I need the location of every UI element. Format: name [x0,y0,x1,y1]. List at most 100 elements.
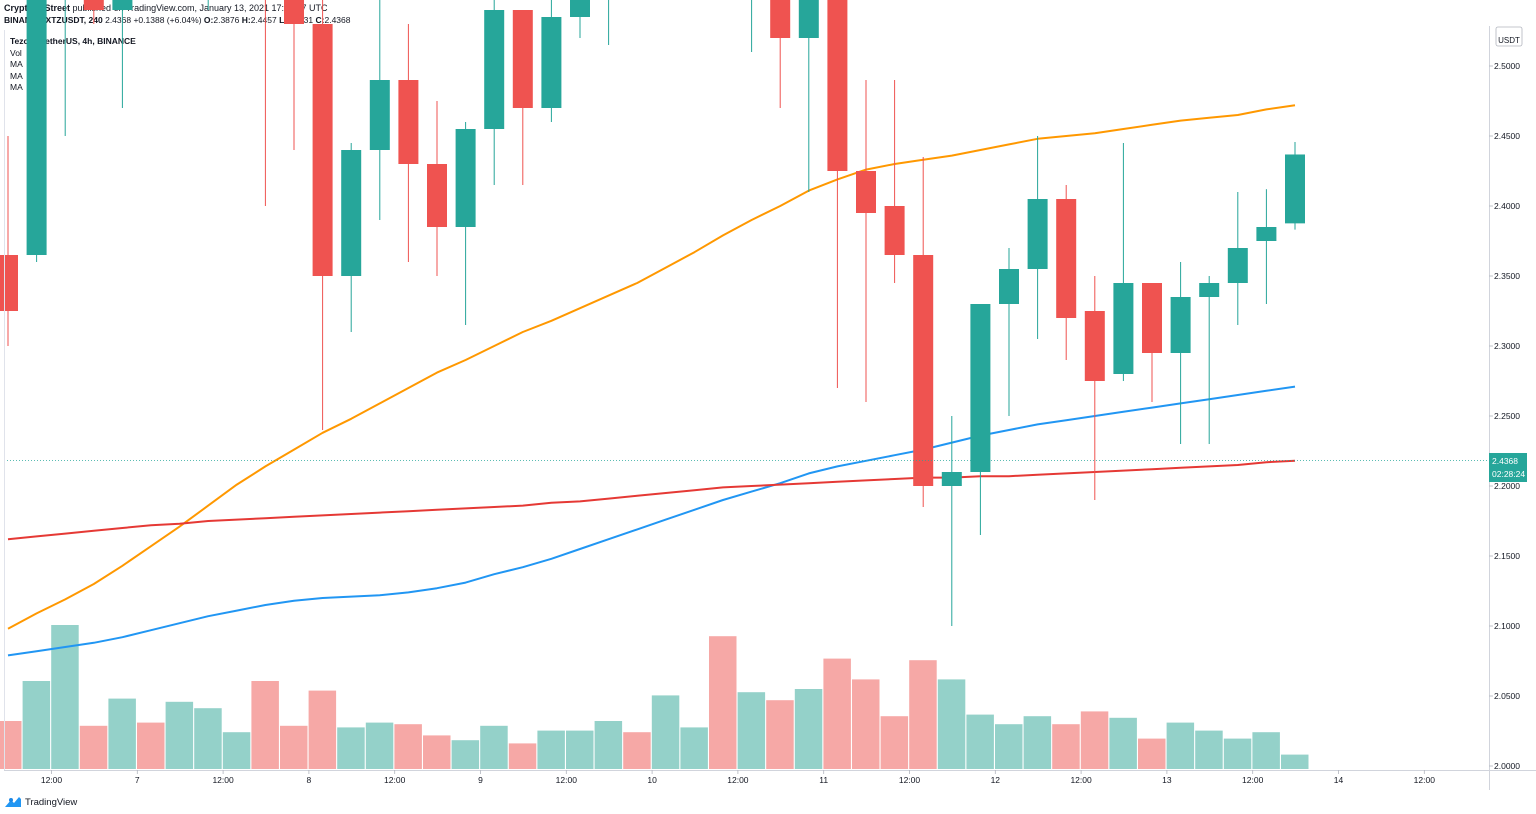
candle-bearish[interactable] [0,255,18,311]
moving-average-line [7,104,1296,630]
price-tick-label: 2.0000 [1494,761,1520,771]
volume-bar [308,690,337,769]
volume-bar [451,740,480,769]
candle-bullish[interactable] [970,304,991,472]
moving-average-line [7,459,1296,541]
candle-bullish[interactable] [26,0,47,255]
time-tick-label: 14 [1334,775,1344,785]
time-tick-label: 12:00 [1414,775,1436,785]
price-tick-label: 2.1500 [1494,551,1520,561]
time-tick-label: 12:00 [212,775,234,785]
volume-bar [79,725,108,769]
volume-bar [1080,711,1109,769]
candle-bullish[interactable] [1113,283,1134,374]
candle-bullish[interactable] [541,17,562,108]
legend-item-ma[interactable]: MA [10,59,23,69]
price-tick-label: 2.5000 [1494,61,1520,71]
current-price-badge: 2.4368 02:28:24 [1489,453,1527,482]
price-tick-label: 2.4000 [1494,201,1520,211]
candle-bullish[interactable] [570,0,590,17]
candle-bullish[interactable] [1285,154,1305,224]
high-label: H: [241,15,251,25]
volume-bar [480,725,508,769]
volume-bar [280,725,308,769]
price-tick-label: 2.5500 [1494,0,1520,1]
volume-bar [365,722,394,769]
candle-bearish[interactable] [312,24,333,276]
price-change: +0.1388 (+6.04%) [133,15,202,25]
time-tick-label: 12:00 [1242,775,1264,785]
price-axis[interactable]: 3.00002.95002.90002.85002.80002.75002.70… [1489,0,1520,771]
volume-bar [909,660,937,769]
time-tick-label: 12:00 [556,775,578,785]
last-price: 2.4368 [105,15,132,25]
candle-bullish[interactable] [112,0,133,10]
volume-bar [251,681,279,769]
candle-bearish[interactable] [1084,311,1105,381]
candle-bullish[interactable] [941,472,962,486]
volume-bar [137,722,165,769]
candle-bullish[interactable] [341,150,362,276]
moving-average-line [7,385,1296,657]
price-tick-label: 2.0500 [1494,691,1520,701]
price-tick-label: 2.2500 [1494,411,1520,421]
legend-item-ma[interactable]: MA [10,82,23,92]
candle-bearish[interactable] [1056,199,1077,318]
volume-bar [394,724,422,769]
time-tick-label: 12:00 [384,775,406,785]
candle-bullish[interactable] [1170,297,1191,353]
volume-bar [852,679,880,769]
candle-bearish[interactable] [427,164,447,227]
time-axis[interactable]: 12:00 7 12:00 8 12:00 9 12:00 10 12:00 11 12:00 12 1… [41,770,1435,785]
candle-bullish[interactable] [999,269,1019,304]
volume-bar [966,714,994,769]
currency-label-box[interactable]: USDT [1495,26,1523,47]
candle-bullish[interactable] [1256,227,1277,241]
candle-bearish[interactable] [856,171,876,213]
legend-item-vol[interactable]: Vol [10,47,22,58]
candle-bullish[interactable] [484,10,505,129]
volume-bar [1052,724,1080,769]
legend-item-ma[interactable]: MA [10,70,23,81]
volume-bars [0,625,1309,769]
candle-bullish[interactable] [1027,199,1048,269]
candle-bearish[interactable] [1142,283,1162,353]
price-tick-label: 2.4500 [1494,131,1520,141]
volume-bar [823,658,851,769]
volume-bar [880,716,909,769]
volume-bar [537,730,565,769]
open-value: 2.3876 [213,15,240,25]
volume-bar [709,636,737,769]
candle-bullish[interactable] [1227,248,1248,283]
candle-bearish[interactable] [827,0,848,171]
tradingview-brand[interactable]: TradingView [4,796,77,808]
candle-bearish[interactable] [83,0,104,10]
time-tick-label: 11 [819,775,828,785]
volume-bar [680,727,708,769]
brand-label: TradingView [25,796,78,808]
candle-bearish[interactable] [770,0,791,38]
volume-bar [1252,732,1280,769]
time-tick-label: 9 [478,775,483,785]
candle-bullish[interactable] [1199,283,1220,297]
volume-bar [766,700,794,769]
candle-bullish[interactable] [369,80,390,150]
volume-bar [337,727,365,769]
candle-bullish[interactable] [455,129,476,227]
volume-bar [423,735,451,769]
time-tick-label: 13 [1162,775,1172,785]
volume-bar [1281,754,1309,769]
time-tick-label: 7 [135,775,140,785]
time-tick-label: 12:00 [727,775,749,785]
candle-bullish[interactable] [798,0,819,38]
candle-bearish[interactable] [512,10,533,108]
candle-bearish[interactable] [284,0,304,24]
volume-bar [1223,738,1252,769]
volume-bar [508,743,537,769]
volume-bar [22,681,51,769]
candle-bearish[interactable] [398,80,419,164]
candle-bearish[interactable] [913,255,934,486]
candle-bearish[interactable] [884,206,905,255]
price-tick-label: 2.1000 [1494,621,1520,631]
